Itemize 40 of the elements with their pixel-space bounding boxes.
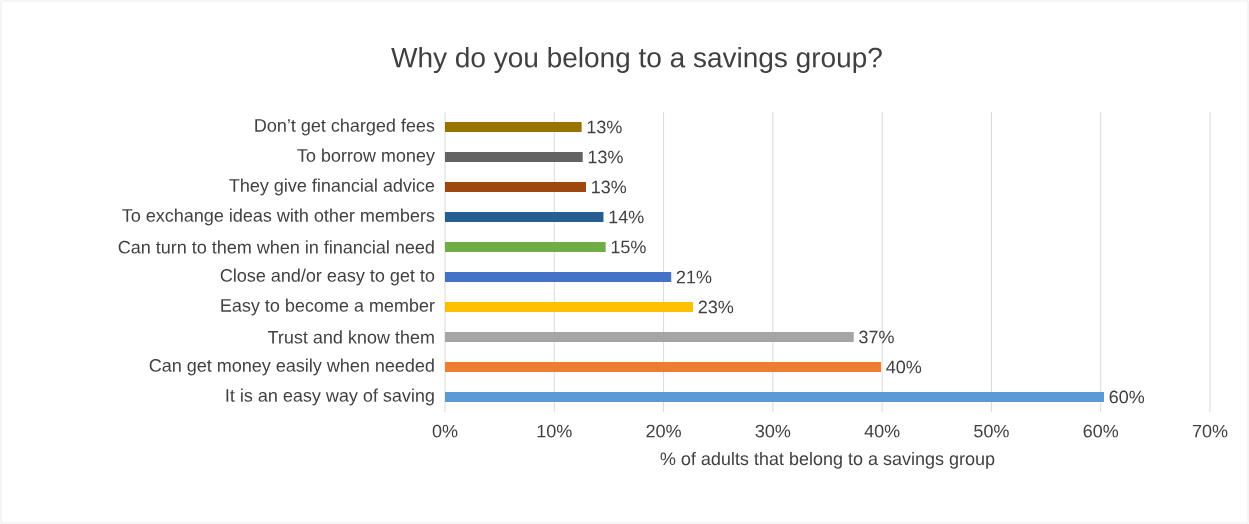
bar — [445, 391, 1104, 402]
data-label: 13% — [592, 180, 627, 194]
bar — [445, 241, 606, 252]
y-tick-label: Can get money easily when needed — [149, 358, 434, 376]
y-tick-label: Can turn to them when in financial need — [118, 240, 434, 254]
bar — [445, 301, 694, 312]
x-axis-title: % of adults that belong to a savings group — [660, 451, 995, 469]
bar — [445, 331, 854, 342]
data-label: 14% — [609, 210, 644, 224]
y-tick-label: Trust and know them — [267, 330, 434, 344]
chart-title: Why do you belong to a savings group? — [391, 46, 882, 74]
bar — [445, 181, 586, 192]
data-label: 13% — [588, 150, 623, 164]
y-tick-label: To borrow money — [297, 148, 435, 166]
x-tick-label: 50% — [974, 424, 1009, 438]
bar — [445, 121, 582, 132]
x-tick-label: 70% — [1192, 424, 1228, 438]
y-tick-label: Easy to become a member — [221, 298, 435, 316]
data-label: 13% — [587, 120, 622, 134]
y-tick-label: It is an easy way of saving — [226, 388, 434, 406]
bar — [445, 211, 604, 222]
y-tick-label: Close and/or easy to get to — [220, 268, 435, 286]
bar — [445, 271, 672, 282]
x-tick-label: 40% — [864, 424, 900, 438]
x-tick-label: 60% — [1083, 424, 1119, 438]
x-tick-label: 0% — [432, 424, 458, 438]
x-tick-label: 30% — [755, 424, 791, 438]
y-tick-label: They give financial advice — [229, 178, 435, 196]
data-label: 23% — [698, 300, 734, 314]
bar — [445, 151, 583, 162]
data-label: 40% — [886, 360, 922, 374]
bar — [445, 361, 882, 372]
data-label: 21% — [676, 270, 712, 284]
y-tick-label: Don’t get charged fees — [255, 118, 435, 136]
x-tick-label: 10% — [537, 424, 572, 438]
x-tick-label: 20% — [646, 424, 681, 438]
data-label: 37% — [859, 330, 894, 344]
data-label: 60% — [1109, 390, 1145, 404]
y-tick-label: To exchange ideas with other members — [122, 208, 435, 226]
data-label: 15% — [611, 240, 646, 254]
